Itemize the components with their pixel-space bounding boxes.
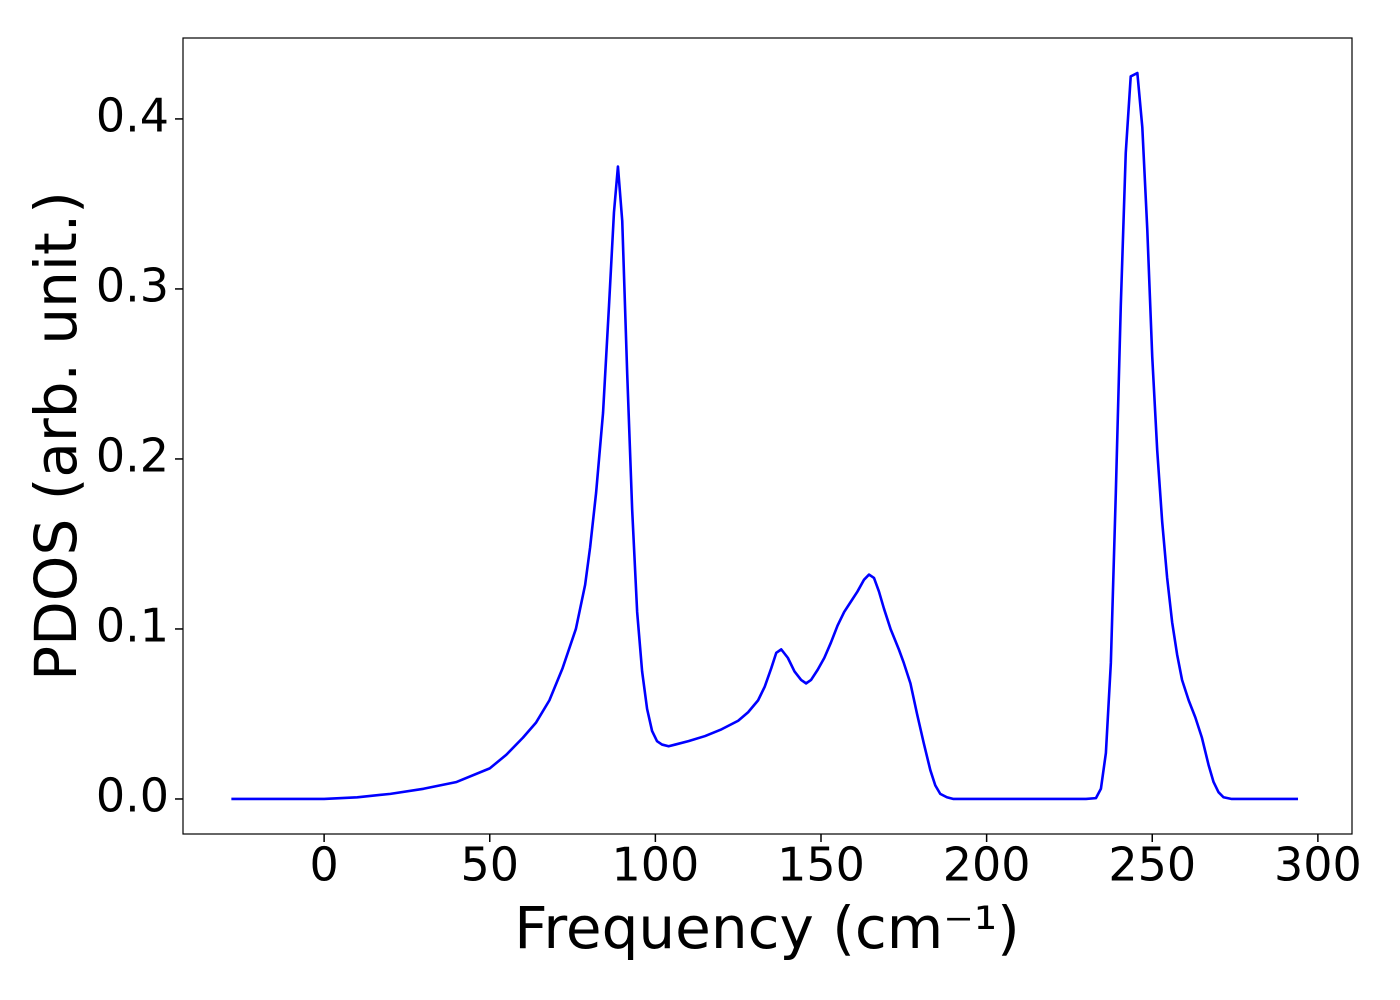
x-tick-label: 300 (1274, 838, 1362, 892)
line-series (231, 71, 1299, 801)
x-tick-label: 50 (460, 838, 519, 892)
y-tick-label: 0.2 (96, 428, 169, 482)
y-tick-label: 0.1 (96, 598, 169, 652)
x-tick-label: 150 (777, 838, 865, 892)
x-tick-label: 0 (309, 838, 338, 892)
x-tick-label: 200 (943, 838, 1031, 892)
y-tick-label: 0.0 (96, 768, 169, 822)
y-tick-label: 0.3 (96, 258, 169, 312)
plot-frame (182, 37, 1353, 835)
x-tick-label: 100 (611, 838, 699, 892)
x-axis-label: Frequency (cm⁻¹) (514, 894, 1020, 962)
x-tick-label: 250 (1108, 838, 1196, 892)
y-tick-label: 0.4 (96, 88, 169, 142)
y-axis-label: PDOS (arb. unit.) (22, 191, 90, 681)
